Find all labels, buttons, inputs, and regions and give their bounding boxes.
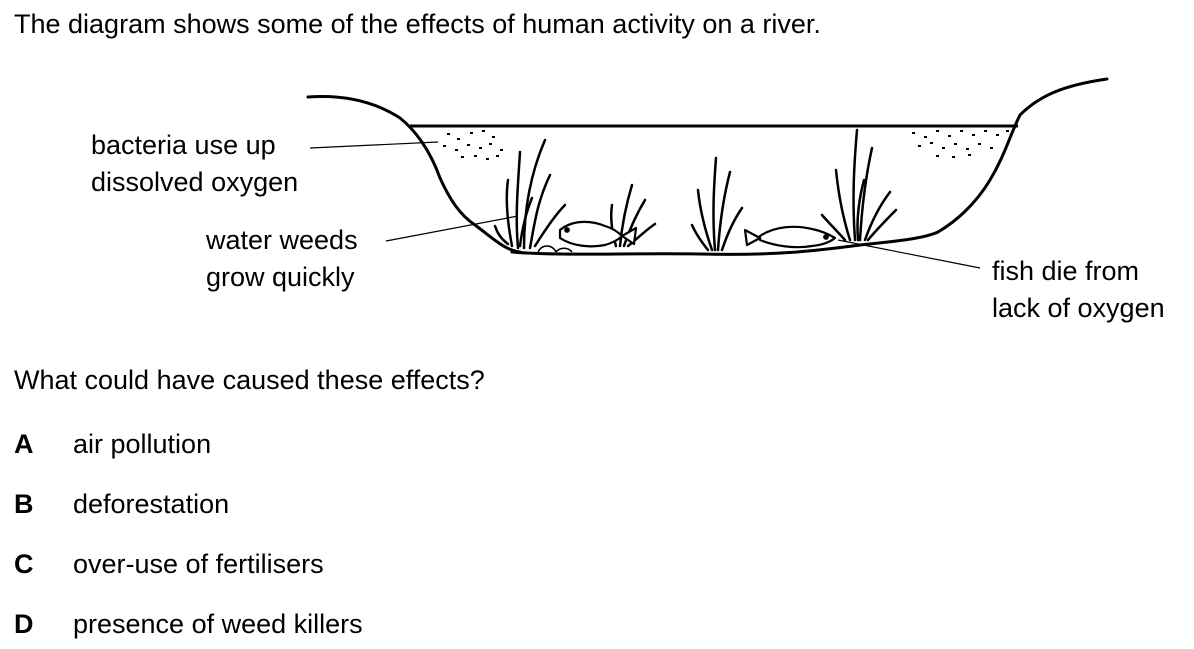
fish-label-line-1: fish die from (992, 256, 1140, 286)
option-text: presence of weed killers (73, 609, 363, 639)
option-letter: C (14, 549, 34, 579)
bacteria-label-line-1: bacteria use up (91, 130, 276, 160)
weed-clump-1 (493, 138, 567, 250)
intro-text: The diagram shows some of the effects of… (14, 9, 821, 39)
left-riverbank (306, 95, 522, 254)
bacteria-dots-right (912, 130, 1009, 158)
question-text: What could have caused these effects? (14, 365, 485, 395)
option-text: deforestation (73, 489, 230, 519)
option-letter: A (14, 429, 34, 459)
weed-clump-4 (820, 128, 898, 242)
bacteria-label-line-2: dissolved oxygen (91, 167, 299, 197)
option-letter: D (14, 609, 34, 639)
fish-right (743, 225, 837, 249)
weeds-label-line-2: grow quickly (206, 262, 355, 292)
right-riverbank (936, 77, 1109, 234)
weeds-leader-line (385, 215, 519, 242)
fish-label: fish die from lack of oxygen (992, 253, 1165, 327)
weed-clump-3 (690, 156, 744, 252)
bacteria-leader-line (309, 141, 439, 149)
option-letter: B (14, 489, 34, 519)
fish-leader-line (837, 239, 981, 269)
fish-left (558, 220, 638, 248)
option-text: over-use of fertilisers (73, 549, 324, 579)
weeds-label-line-1: water weeds (206, 225, 358, 255)
bacteria-dots-left (443, 130, 503, 160)
pebble (537, 245, 557, 253)
riverbed (510, 230, 940, 256)
bacteria-label: bacteria use up dissolved oxygen (91, 127, 298, 201)
weeds-label: water weeds grow quickly (206, 222, 358, 296)
fish-label-line-2: lack of oxygen (992, 293, 1165, 323)
option-text: air pollution (73, 429, 212, 459)
weed-clump-2 (609, 183, 657, 248)
pebble (555, 247, 573, 253)
